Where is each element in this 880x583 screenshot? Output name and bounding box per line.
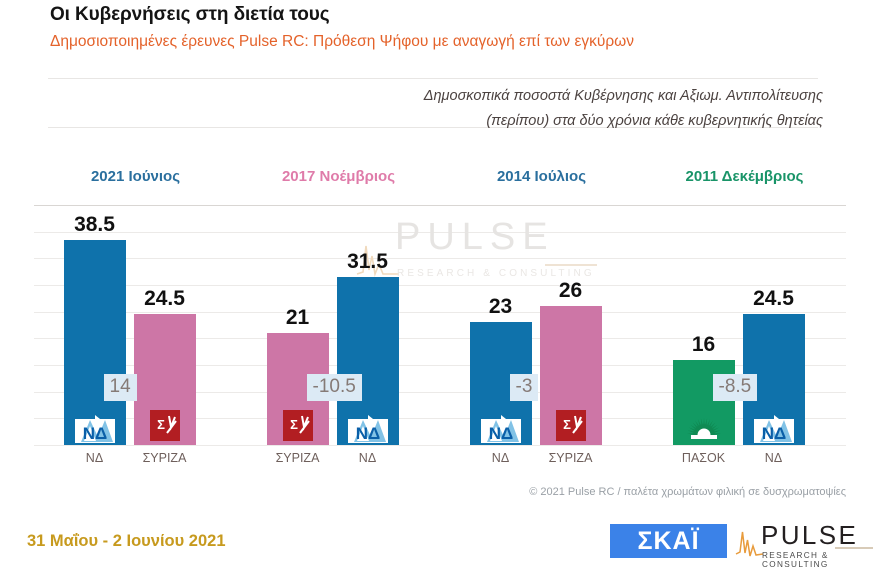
nd-logo: ΝΔ xyxy=(753,407,794,443)
bar-νδ-2[interactable]: ΝΔ 31.5 xyxy=(336,250,399,445)
bar-νδ-4[interactable]: ΝΔ 24.5 xyxy=(742,287,805,445)
axis-group-4: ΠΑΣΟΚ ΝΔ xyxy=(643,451,846,471)
gridline xyxy=(34,311,846,313)
period-label-4: 2011 Δεκέμβριος xyxy=(685,168,804,185)
syriza-logo-icon: Σ xyxy=(555,410,586,441)
bar-value-label: 21 xyxy=(285,306,310,329)
axis-label-νδ: ΝΔ xyxy=(764,451,783,465)
difference-badge-3: -3 xyxy=(509,374,539,401)
bar-value-label: 23 xyxy=(488,295,513,319)
axis-group-2: ΣΥΡΙΖΑ ΝΔ xyxy=(237,451,440,471)
bar-value-label: 24.5 xyxy=(753,287,794,311)
pulse-logo-text: PULSE xyxy=(761,520,859,550)
gridline xyxy=(34,231,846,233)
bar-value-label: 31.5 xyxy=(347,250,388,273)
bar-value-label: 24.5 xyxy=(144,287,185,311)
svg-text:ΝΔ: ΝΔ xyxy=(82,424,107,443)
note-divider-bottom xyxy=(48,127,818,128)
page-subtitle: Δημοσιοποιημένες έρευνες Pulse RC: Πρόθε… xyxy=(50,33,634,50)
page-title: Οι Κυβερνήσεις στη διετία τους xyxy=(50,4,330,25)
gridline xyxy=(34,418,846,420)
bar-συριζα-1[interactable]: Σ 24.5 xyxy=(133,287,196,445)
nd-logo-icon: ΝΔ xyxy=(347,415,388,443)
syriza-logo: Σ xyxy=(278,407,318,443)
gridline xyxy=(34,338,846,340)
note-line-1: Δημοσκοπικά ποσοστά Κυβέρνησης και Αξιωμ… xyxy=(423,88,823,104)
axis-group-3: ΝΔ ΣΥΡΙΖΑ xyxy=(440,451,643,471)
nd-logo: ΝΔ xyxy=(480,407,521,443)
bar-groups: ΝΔ 38.5 Σ 24.5 14 Σ 21 ΝΔ 31.5 -10.5 ΝΔ 23 Σ 26 -3 16 ΝΔ… xyxy=(34,205,846,445)
bar-rect[interactable] xyxy=(63,239,126,445)
gridline xyxy=(34,445,846,446)
note-block: Δημοσκοπικά ποσοστά Κυβέρνησης και Αξιωμ… xyxy=(0,78,880,140)
skai-logo: ΣΚΑΪ xyxy=(610,524,727,558)
difference-badge-4: -8.5 xyxy=(712,374,758,401)
bar-value-label: 16 xyxy=(691,332,716,356)
bar-group-2: Σ 21 ΝΔ 31.5 -10.5 xyxy=(237,205,440,445)
axis-label-νδ: ΝΔ xyxy=(358,451,377,465)
plot-gridlines xyxy=(34,205,846,446)
bar-group-4: 16 ΝΔ 24.5 -8.5 xyxy=(643,205,846,445)
gridline xyxy=(34,365,846,366)
skai-logo-text: ΣΚΑΪ xyxy=(637,526,700,555)
pulse-wave-icon xyxy=(735,531,764,557)
difference-badge-2: -10.5 xyxy=(306,374,362,401)
bar-value-label: 38.5 xyxy=(74,212,115,236)
bar-πασοκ-4[interactable]: 16 xyxy=(672,333,735,445)
nd-logo: ΝΔ xyxy=(347,407,388,443)
nd-logo-icon: ΝΔ xyxy=(74,415,115,443)
bar-group-1: ΝΔ 38.5 Σ 24.5 14 xyxy=(34,205,237,445)
fieldwork-date-range: 31 Μαΐου - 2 Ιουνίου 2021 xyxy=(27,532,226,550)
pasok-logo-icon xyxy=(686,418,721,439)
axis-label-πασοκ: ΠΑΣΟΚ xyxy=(681,451,726,465)
period-label-2: 2017 Νοέμβριος xyxy=(281,168,396,185)
nd-logo-icon: ΝΔ xyxy=(480,415,521,443)
period-label-1: 2021 Ιούνιος xyxy=(90,168,181,185)
pulse-logo: PULSE RESEARCH & CONSULTING xyxy=(735,520,875,569)
svg-text:ΝΔ: ΝΔ xyxy=(761,424,786,443)
period-label-3: 2014 Ιούλιος xyxy=(496,168,587,185)
axis-label-συριζα: ΣΥΡΙΖΑ xyxy=(142,451,187,465)
bar-συριζα-3[interactable]: Σ 26 xyxy=(539,279,602,445)
period-header-row: 2021 Ιούνιος 2017 Νοέμβριος 2014 Ιούλιος 20… xyxy=(34,168,846,198)
syriza-logo: Σ xyxy=(551,407,591,443)
pasok-logo xyxy=(684,407,724,443)
chart-footnote: © 2021 Pulse RC / παλέτα χρωμάτων φιλική… xyxy=(529,486,846,498)
svg-text:ΝΔ: ΝΔ xyxy=(355,424,380,443)
syriza-logo-icon: Σ xyxy=(282,410,313,441)
gridline xyxy=(34,391,846,393)
gridline xyxy=(34,285,846,286)
axis-label-συριζα: ΣΥΡΙΖΑ xyxy=(275,451,320,465)
syriza-logo-icon: Σ xyxy=(149,410,180,441)
difference-badge-1: 14 xyxy=(103,374,137,401)
axis-label-νδ: ΝΔ xyxy=(85,451,104,465)
axis-label-συριζα: ΣΥΡΙΖΑ xyxy=(548,451,593,465)
axis-group-1: ΝΔ ΣΥΡΙΖΑ xyxy=(34,451,237,471)
nd-logo-icon: ΝΔ xyxy=(753,415,794,443)
axis-label-νδ: ΝΔ xyxy=(491,451,510,465)
note-divider-top xyxy=(48,78,818,79)
svg-text:ΝΔ: ΝΔ xyxy=(488,424,513,443)
axis-label-row: ΝΔ ΣΥΡΙΖΑ ΣΥΡΙΖΑ ΝΔ ΝΔ ΣΥΡΙΖΑ ΠΑΣΟΚ ΝΔ xyxy=(34,451,846,471)
svg-text:Σ: Σ xyxy=(157,417,165,432)
bar-value-label: 26 xyxy=(558,279,583,303)
pulse-logo-rule xyxy=(835,547,873,549)
nd-logo: ΝΔ xyxy=(74,407,115,443)
svg-text:Σ: Σ xyxy=(290,417,298,432)
bar-group-3: ΝΔ 23 Σ 26 -3 xyxy=(440,205,643,445)
syriza-logo: Σ xyxy=(145,407,185,443)
gridline xyxy=(34,205,846,206)
pulse-logo-subtext: RESEARCH & CONSULTING xyxy=(762,551,829,569)
bar-νδ-1[interactable]: ΝΔ 38.5 xyxy=(63,213,126,445)
gridline xyxy=(34,258,846,260)
note-line-2: (περίπου) στα δύο χρόνια κάθε κυβερνητικ… xyxy=(486,113,823,129)
svg-text:Σ: Σ xyxy=(563,417,571,432)
